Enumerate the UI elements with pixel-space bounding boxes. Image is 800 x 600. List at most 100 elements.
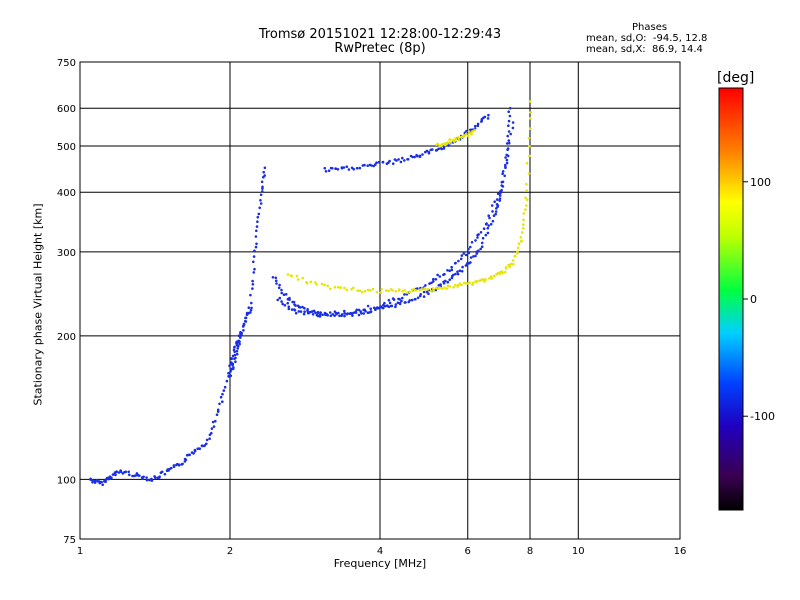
data-point <box>456 270 459 274</box>
data-point <box>528 145 531 148</box>
data-point <box>448 269 452 273</box>
data-point <box>142 475 145 479</box>
data-point <box>138 474 141 478</box>
data-point <box>501 271 504 275</box>
data-point <box>336 168 340 171</box>
data-point <box>228 364 231 368</box>
data-point <box>238 342 241 346</box>
data-point <box>448 278 452 282</box>
data-point <box>287 305 291 309</box>
data-point <box>357 313 361 317</box>
data-point <box>303 306 306 310</box>
data-point <box>100 480 103 484</box>
data-point <box>342 166 346 169</box>
data-point <box>394 305 397 309</box>
data-point <box>462 135 466 138</box>
data-point <box>446 280 450 284</box>
data-point <box>504 267 508 270</box>
data-point <box>503 174 507 178</box>
data-point <box>408 299 412 302</box>
data-point <box>508 106 512 110</box>
data-point <box>469 261 472 264</box>
data-point <box>91 479 94 482</box>
data-point <box>229 367 233 371</box>
data-point <box>491 210 494 213</box>
data-point <box>443 286 446 290</box>
data-point <box>124 470 128 474</box>
y-tick-label: 300 <box>57 248 76 259</box>
data-point <box>93 481 97 484</box>
data-point <box>249 311 252 314</box>
data-point <box>350 288 353 291</box>
data-point <box>117 471 121 474</box>
data-point <box>456 272 460 276</box>
data-point <box>469 245 472 249</box>
data-point <box>252 271 256 274</box>
data-point <box>450 265 454 269</box>
plot-frame <box>79 61 681 540</box>
data-point <box>351 314 354 317</box>
data-point <box>500 184 504 187</box>
data-point <box>406 158 410 161</box>
data-point <box>454 137 458 141</box>
data-point <box>444 279 447 283</box>
x-tick-label: 10 <box>572 546 585 557</box>
data-point <box>261 185 264 189</box>
data-point <box>236 347 239 350</box>
data-point <box>506 147 510 150</box>
data-point <box>375 161 378 164</box>
data-point <box>250 306 253 310</box>
data-point <box>431 287 435 290</box>
data-point <box>506 154 510 158</box>
data-point <box>128 473 131 477</box>
data-point <box>249 293 252 297</box>
data-point <box>329 287 332 291</box>
data-point <box>210 427 214 430</box>
data-point <box>290 308 294 311</box>
data-point <box>329 314 333 318</box>
data-point <box>462 252 466 255</box>
data-point <box>253 267 256 271</box>
data-point <box>474 239 477 242</box>
data-point <box>256 220 259 223</box>
data-point <box>456 136 460 139</box>
data-point <box>192 452 195 455</box>
data-point <box>507 119 511 123</box>
data-point <box>208 437 211 441</box>
data-point <box>274 276 278 280</box>
data-point <box>494 210 498 213</box>
data-point <box>212 425 216 428</box>
data-point <box>465 132 468 136</box>
data-point <box>328 311 332 314</box>
data-point <box>483 115 487 119</box>
data-point <box>529 111 533 114</box>
data-point <box>297 310 301 313</box>
data-point <box>438 275 442 278</box>
data-point <box>115 470 118 474</box>
data-point <box>233 346 236 349</box>
data-point <box>263 174 267 177</box>
data-point <box>395 159 398 162</box>
data-point <box>524 196 527 200</box>
data-point <box>485 222 488 225</box>
data-point <box>390 304 394 308</box>
data-point <box>471 281 475 285</box>
data-point <box>306 309 309 313</box>
data-point <box>467 130 471 133</box>
data-point <box>343 309 346 313</box>
data-point <box>200 444 204 448</box>
data-point <box>303 310 306 314</box>
data-point <box>528 154 531 158</box>
data-point <box>358 289 362 293</box>
data-point <box>184 458 188 462</box>
data-point <box>361 290 364 294</box>
data-point <box>488 216 491 220</box>
data-point <box>467 251 471 255</box>
data-points-layer <box>89 100 533 487</box>
data-point <box>479 231 483 234</box>
data-point <box>333 286 337 289</box>
data-point <box>101 483 104 487</box>
data-point <box>158 475 161 479</box>
data-point <box>527 136 531 140</box>
data-point <box>501 180 505 184</box>
